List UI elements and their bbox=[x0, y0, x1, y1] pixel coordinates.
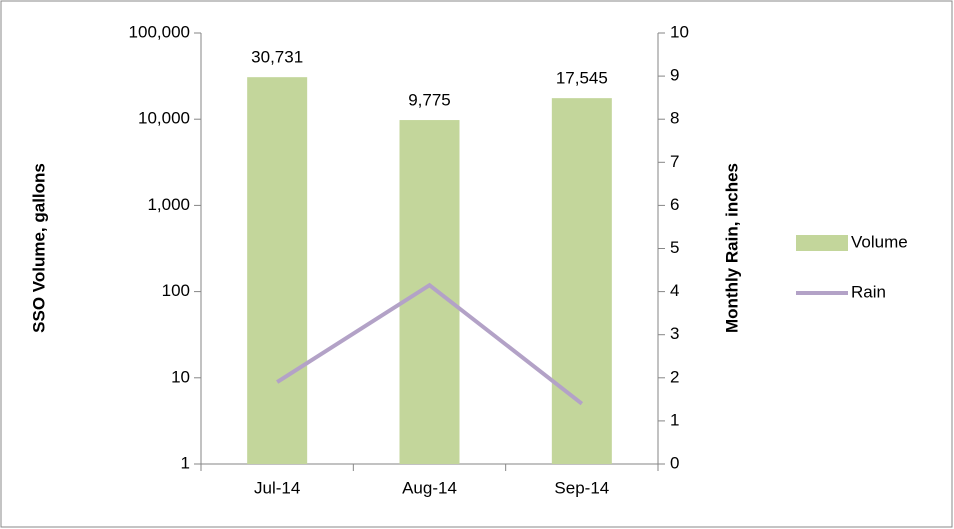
y2-tick-label: 1 bbox=[670, 410, 679, 429]
y2-tick-label: 7 bbox=[670, 152, 679, 171]
y2-tick-label: 8 bbox=[670, 109, 679, 128]
y2-tick-label: 2 bbox=[670, 367, 679, 386]
bar bbox=[247, 77, 308, 464]
bar bbox=[551, 98, 612, 464]
y2-tick-label: 4 bbox=[670, 281, 679, 300]
value-label: 9,775 bbox=[408, 91, 451, 110]
legend-swatch bbox=[796, 235, 848, 251]
y2-tick-label: 0 bbox=[670, 453, 679, 472]
y-tick-label: 1 bbox=[181, 453, 190, 472]
y-tick-label: 10,000 bbox=[138, 109, 190, 128]
y2-tick-label: 3 bbox=[670, 324, 679, 343]
value-label: 17,545 bbox=[556, 69, 608, 88]
y2-axis-title: Monthly Rain, inches bbox=[722, 163, 741, 333]
y2-tick-label: 5 bbox=[670, 238, 679, 257]
legend-label: Rain bbox=[851, 282, 886, 301]
y-tick-label: 1,000 bbox=[147, 195, 190, 214]
y-tick-label: 100 bbox=[162, 281, 190, 300]
y-axis-title: SSO Volume, gallons bbox=[29, 163, 48, 333]
bar bbox=[399, 120, 460, 464]
x-tick-label: Jul-14 bbox=[254, 478, 300, 497]
x-tick-label: Sep-14 bbox=[554, 478, 609, 497]
y-tick-label: 10 bbox=[171, 367, 190, 386]
y2-tick-label: 10 bbox=[670, 22, 689, 41]
y-tick-label: 100,000 bbox=[129, 22, 190, 41]
line bbox=[276, 282, 584, 406]
y2-tick-label: 9 bbox=[670, 66, 679, 85]
legend-label: Volume bbox=[851, 232, 908, 251]
value-label: 30,731 bbox=[251, 48, 303, 67]
x-tick-label: Aug-14 bbox=[402, 478, 457, 497]
y2-tick-label: 6 bbox=[670, 195, 679, 214]
